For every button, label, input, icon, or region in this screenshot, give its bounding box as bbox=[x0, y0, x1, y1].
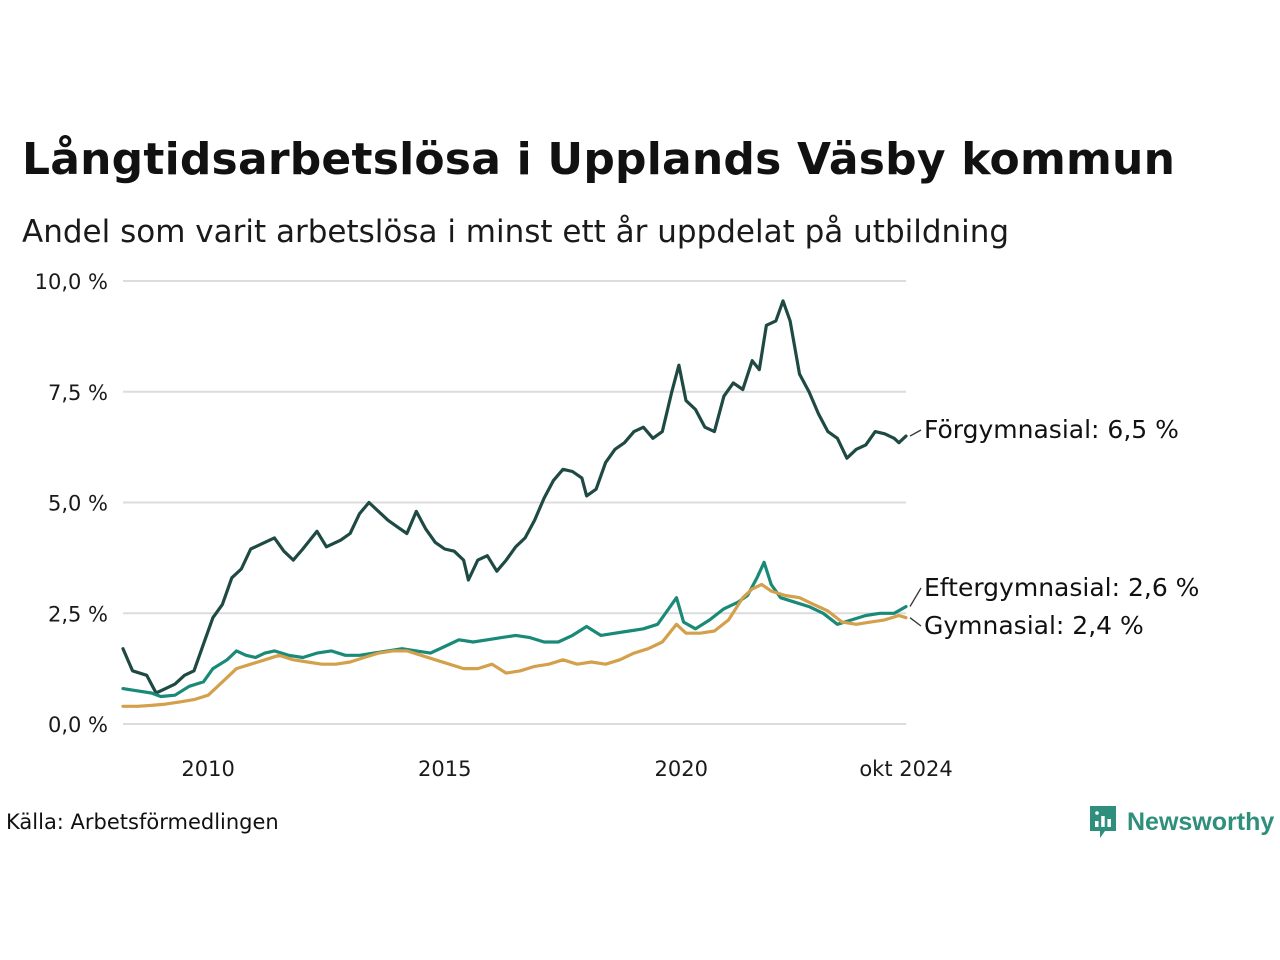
y-tick-label: 5,0 % bbox=[48, 492, 108, 516]
x-tick-label: okt 2024 bbox=[859, 757, 952, 781]
chart-subtitle: Andel som varit arbetslösa i minst ett å… bbox=[22, 214, 1010, 250]
chart-title: Långtidsarbetslösa i Upplands Väsby komm… bbox=[22, 134, 1176, 185]
x-tick-label: 2015 bbox=[418, 757, 471, 781]
series-line-eftergymnasial bbox=[121, 560, 908, 699]
newsworthy-logo-icon bbox=[1090, 806, 1116, 838]
series-labels: Förgymnasial: 6,5 % Eftergymnasial: 2,6 %… bbox=[909, 415, 1199, 640]
source-note: Källa: Arbetsförmedlingen bbox=[6, 810, 279, 834]
brand-name: Newsworthy bbox=[1127, 807, 1275, 836]
y-tick-label: 2,5 % bbox=[48, 602, 108, 626]
x-axis-ticks: 2010 2015 2020 okt 2024 bbox=[181, 757, 952, 781]
label-connector bbox=[909, 617, 922, 627]
x-tick-label: 2010 bbox=[181, 757, 234, 781]
y-tick-label: 10,0 % bbox=[35, 270, 108, 294]
y-tick-label: 0,0 % bbox=[48, 713, 108, 737]
series-label-eftergymnasial: Eftergymnasial: 2,6 % bbox=[924, 573, 1199, 602]
series-label-gymnasial: Gymnasial: 2,4 % bbox=[924, 611, 1144, 640]
y-axis-ticks: 0,0 % 2,5 % 5,0 % 7,5 % 10,0 % bbox=[35, 270, 108, 737]
label-connector bbox=[909, 587, 922, 607]
x-tick-label: 2020 bbox=[655, 757, 708, 781]
y-tick-label: 7,5 % bbox=[48, 381, 108, 405]
gridlines bbox=[123, 280, 906, 725]
series-lines bbox=[121, 299, 908, 708]
series-line-förgymnasial bbox=[121, 299, 908, 695]
brand-logo: Newsworthy bbox=[1088, 804, 1274, 840]
label-connector bbox=[909, 429, 922, 437]
series-label-förgymnasial: Förgymnasial: 6,5 % bbox=[924, 415, 1179, 444]
series-line-gymnasial bbox=[121, 582, 908, 708]
